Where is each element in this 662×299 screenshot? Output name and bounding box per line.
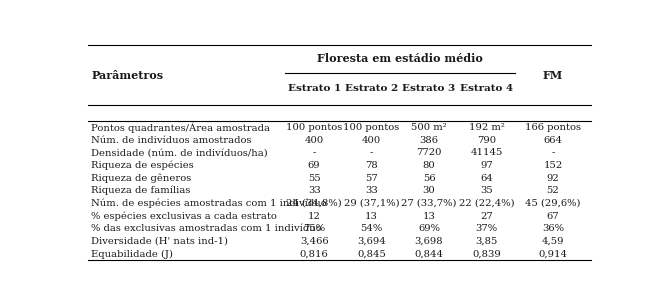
Text: 97: 97 [480,161,493,170]
Text: % das exclusivas amostradas com 1 indivíduo: % das exclusivas amostradas com 1 indiví… [91,224,322,233]
Text: 386: 386 [420,135,438,144]
Text: 100 pontos: 100 pontos [286,123,342,132]
Text: Riqueza de gêneros: Riqueza de gêneros [91,173,191,183]
Text: 37%: 37% [475,224,498,233]
Text: 3,694: 3,694 [357,237,386,246]
Text: 36%: 36% [542,224,564,233]
Text: 3,698: 3,698 [415,237,444,246]
Text: 45 (29,6%): 45 (29,6%) [525,199,581,208]
Text: 33: 33 [308,186,320,195]
Text: Densidade (núm. de indivíduos/ha): Densidade (núm. de indivíduos/ha) [91,148,267,157]
Text: 400: 400 [305,135,324,144]
Text: 500 m²: 500 m² [411,123,447,132]
Text: 166 pontos: 166 pontos [525,123,581,132]
Text: -: - [312,148,316,157]
Text: 54%: 54% [361,224,383,233]
Text: 4,59: 4,59 [542,237,564,246]
Text: Equabilidade (J): Equabilidade (J) [91,249,173,259]
Text: 29 (37,1%): 29 (37,1%) [344,199,399,208]
Text: Núm. de indivíduos amostrados: Núm. de indivíduos amostrados [91,135,252,144]
Text: 664: 664 [544,135,563,144]
Text: 27: 27 [480,211,493,221]
Text: 64: 64 [480,173,493,183]
Text: Núm. de espécies amostradas com 1 indivíduo: Núm. de espécies amostradas com 1 indiví… [91,199,327,208]
Text: 56: 56 [423,173,436,183]
Text: 12: 12 [308,211,320,221]
Text: -: - [551,148,555,157]
Text: 41145: 41145 [470,148,502,157]
Text: 92: 92 [547,173,559,183]
Text: 80: 80 [422,161,436,170]
Text: Estrato 4: Estrato 4 [460,84,513,93]
Text: Estrato 3: Estrato 3 [402,84,455,93]
Text: 22 (22,4%): 22 (22,4%) [459,199,514,208]
Text: 7720: 7720 [416,148,442,157]
Text: 69%: 69% [418,224,440,233]
Text: Riqueza de espécies: Riqueza de espécies [91,161,194,170]
Text: 24 (34,8%): 24 (34,8%) [286,199,342,208]
Text: 52: 52 [547,186,559,195]
Text: Parâmetros: Parâmetros [92,70,164,80]
Text: 790: 790 [477,135,496,144]
Text: Floresta em estádio médio: Floresta em estádio médio [317,54,483,64]
Text: 192 m²: 192 m² [469,123,504,132]
Text: Estrato 1: Estrato 1 [287,84,341,93]
Text: Riqueza de famílias: Riqueza de famílias [91,186,191,196]
Text: 0,844: 0,844 [414,250,444,259]
Text: 33: 33 [365,186,378,195]
Text: 55: 55 [308,173,320,183]
Text: 35: 35 [480,186,493,195]
Text: 75%: 75% [303,224,325,233]
Text: 152: 152 [544,161,563,170]
Text: 0,816: 0,816 [300,250,328,259]
Text: % espécies exclusivas a cada estrato: % espécies exclusivas a cada estrato [91,211,277,221]
Text: 57: 57 [365,173,378,183]
Text: 3,466: 3,466 [300,237,328,246]
Text: Estrato 2: Estrato 2 [345,84,399,93]
Text: -: - [370,148,373,157]
Text: 27 (33,7%): 27 (33,7%) [401,199,457,208]
Text: 13: 13 [365,211,378,221]
Text: 3,85: 3,85 [475,237,498,246]
Text: 0,914: 0,914 [538,250,567,259]
Text: Pontos quadrantes/Área amostrada: Pontos quadrantes/Área amostrada [91,122,270,133]
Text: 30: 30 [422,186,436,195]
Text: 400: 400 [362,135,381,144]
Text: 13: 13 [422,211,436,221]
Text: 69: 69 [308,161,320,170]
Text: FM: FM [543,70,563,80]
Text: 100 pontos: 100 pontos [344,123,400,132]
Text: 78: 78 [365,161,378,170]
Text: 67: 67 [547,211,559,221]
Text: 0,845: 0,845 [357,250,386,259]
Text: 0,839: 0,839 [472,250,501,259]
Text: Diversidade (H' nats ind-1): Diversidade (H' nats ind-1) [91,237,228,246]
